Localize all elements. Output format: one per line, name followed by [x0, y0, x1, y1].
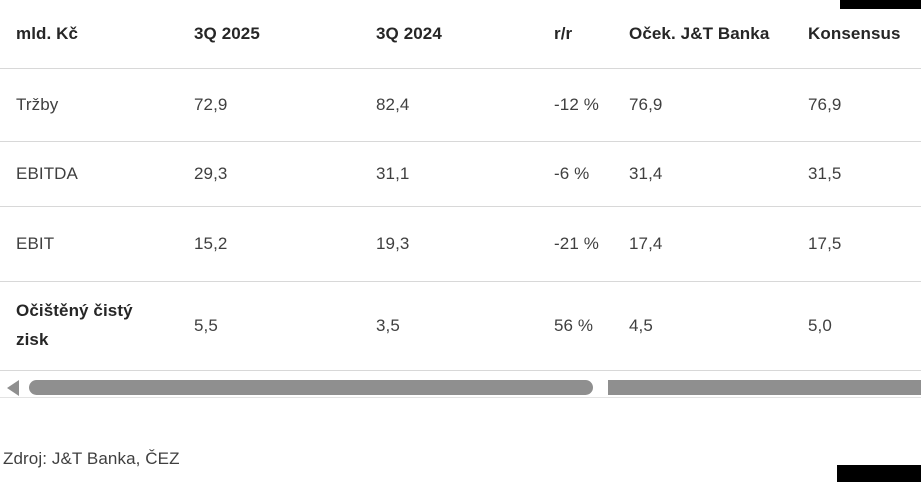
row-label: Tržby: [16, 94, 59, 114]
cropped-black-block-bottom: [837, 465, 921, 482]
value-jt-estimate: 4,5: [629, 315, 653, 335]
value-3q2025: 29,3: [194, 163, 228, 183]
value-jt-estimate: 17,4: [629, 233, 663, 253]
row-label: EBIT: [16, 233, 55, 253]
scrollbar-track-right[interactable]: [608, 380, 921, 395]
value-yoy: 56 %: [554, 315, 594, 335]
cropped-black-block-top: [840, 0, 921, 9]
value-3q2024: 3,5: [376, 315, 400, 335]
value-3q2025: 15,2: [194, 233, 228, 253]
value-jt-estimate: 31,4: [629, 163, 663, 183]
table-row-ebitda: EBITDA 29,3 31,1 -6 % 31,4 31,5: [0, 142, 921, 207]
value-3q2025: 5,5: [194, 315, 218, 335]
value-yoy: -6 %: [554, 163, 590, 183]
table-header-row: mld. Kč 3Q 2025 3Q 2024 r/r Oček. J&T Ba…: [0, 0, 921, 69]
table-row-trzby: Tržby 72,9 82,4 -12 % 76,9 76,9: [0, 69, 921, 142]
value-consensus: 31,5: [808, 163, 842, 183]
value-3q2024: 31,1: [376, 163, 410, 183]
row-label: EBITDA: [16, 163, 79, 183]
results-table: mld. Kč 3Q 2025 3Q 2024 r/r Oček. J&T Ba…: [0, 0, 921, 371]
scrollbar-thumb[interactable]: [29, 380, 593, 395]
column-header-unit: mld. Kč: [16, 23, 79, 43]
column-header-consensus: Konsensus: [808, 23, 901, 43]
value-yoy: -12 %: [554, 94, 599, 114]
value-yoy: -21 %: [554, 233, 599, 253]
value-jt-estimate: 76,9: [629, 94, 663, 114]
value-consensus: 5,0: [808, 315, 832, 335]
scroll-left-arrow-icon[interactable]: [7, 380, 19, 396]
table-row-ebit: EBIT 15,2 19,3 -21 % 17,4 17,5: [0, 207, 921, 282]
row-label: Očištěný čistý zisk: [16, 301, 133, 349]
value-3q2024: 19,3: [376, 233, 410, 253]
value-consensus: 76,9: [808, 94, 842, 114]
column-header-jt-estimate: Oček. J&T Banka: [629, 23, 770, 43]
column-header-3q2025: 3Q 2025: [194, 23, 260, 43]
source-note: Zdroj: J&T Banka, ČEZ: [3, 449, 180, 468]
column-header-yoy: r/r: [554, 23, 573, 43]
value-consensus: 17,5: [808, 233, 842, 253]
value-3q2024: 82,4: [376, 94, 410, 114]
table-row-ocisteny-cisty-zisk: Očištěný čistý zisk 5,5 3,5 56 % 4,5 5,0: [0, 282, 921, 371]
divider-line: [0, 397, 921, 398]
column-header-3q2024: 3Q 2024: [376, 23, 442, 43]
value-3q2025: 72,9: [194, 94, 228, 114]
